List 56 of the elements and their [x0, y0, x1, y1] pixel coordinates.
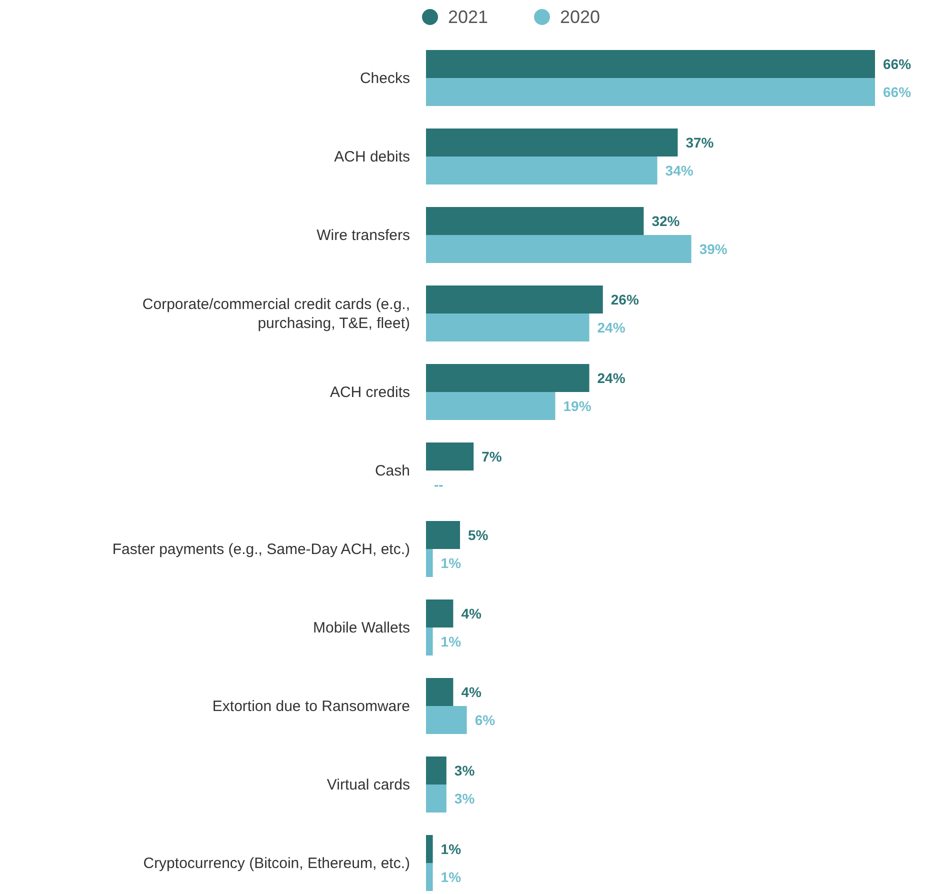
bar [426, 442, 474, 470]
bar [426, 128, 678, 156]
data-label: 1% [440, 634, 462, 650]
y-tick-label: Cash [374, 462, 410, 480]
data-label: 34% [665, 162, 694, 178]
y-tick-label: Wire transfers [316, 227, 410, 244]
data-label: 3% [454, 790, 476, 806]
bar [426, 392, 556, 420]
bar [426, 286, 603, 314]
legend-label: 2020 [560, 7, 600, 27]
bar [426, 756, 446, 784]
bar [426, 521, 460, 549]
y-tick-label: Cryptocurrency (Bitcoin, Ethereum, etc.) [143, 855, 410, 872]
bar [426, 784, 446, 812]
y-tick-label: Virtual cards [326, 776, 410, 794]
data-label: 4% [461, 606, 482, 622]
bar [426, 207, 644, 235]
data-label: 5% [468, 527, 489, 543]
text: -- [434, 476, 444, 492]
bar [426, 235, 692, 263]
bar [426, 78, 875, 106]
bar [426, 678, 454, 706]
data-label: 66% [883, 56, 912, 72]
bar [426, 863, 433, 891]
bar [426, 835, 433, 863]
data-label: 1% [440, 555, 462, 571]
data-label: 24% [597, 320, 626, 336]
y-tick-label: Extortion due to Ransomware [212, 698, 410, 715]
bar [426, 549, 433, 577]
bar [426, 314, 590, 342]
y-tick-label: ACH credits [330, 384, 410, 401]
data-label: 19% [563, 398, 592, 414]
legend-label: 2021 [448, 7, 488, 27]
data-label: 32% [652, 213, 680, 229]
data-label: 39% [699, 241, 728, 257]
data-label: 7% [482, 448, 502, 464]
bar [426, 706, 467, 734]
bar [426, 50, 875, 78]
bar [426, 364, 590, 392]
data-label: 66% [883, 84, 912, 100]
data-label: 3% [454, 762, 476, 778]
data-label: 1% [440, 841, 462, 857]
data-label: 24% [597, 370, 626, 386]
bar [426, 628, 433, 656]
y-tick-label: Corporate/commercial credit cards (e.g., purchasing, T&E, fleet) [142, 296, 410, 332]
y-tick-label: Mobile Wallets [313, 620, 410, 636]
bar [426, 156, 658, 184]
y-tick-label: Checks [360, 70, 410, 87]
data-label: 26% [610, 292, 640, 308]
data-label: 6% [474, 712, 496, 728]
y-tick-label: ACH debits [334, 148, 410, 166]
bar [426, 600, 454, 628]
data-label: 4% [461, 684, 482, 700]
data-label: 1% [440, 869, 462, 885]
data-label: 37% [686, 134, 714, 150]
y-tick-label: Faster payments (e.g., Same-Day ACH, etc.) [112, 541, 410, 558]
